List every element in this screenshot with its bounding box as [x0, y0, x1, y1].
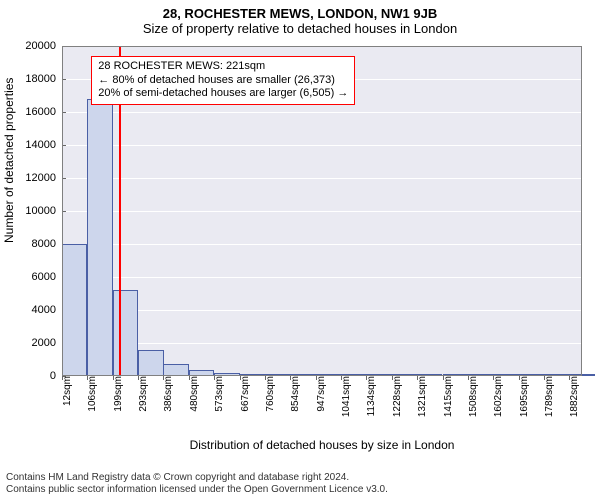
histogram-bar — [138, 350, 163, 376]
x-tick-label: 1789sqm — [540, 376, 555, 417]
gridline — [62, 145, 582, 146]
x-tick-label: 1321sqm — [413, 376, 428, 417]
x-tick-label: 106sqm — [83, 376, 98, 412]
y-axis-label: Number of detached properties — [2, 78, 16, 243]
annotation-line-2: ← 80% of detached houses are smaller (26… — [98, 74, 348, 88]
x-tick-label: 1134sqm — [362, 376, 377, 416]
footer-line-2: Contains public sector information licen… — [6, 484, 388, 496]
plot-area: 0200040006000800010000120001400016000180… — [62, 46, 582, 376]
y-tick-label: 6000 — [32, 271, 62, 283]
histogram-bar — [113, 290, 138, 376]
gridline — [62, 112, 582, 113]
gridline — [62, 244, 582, 245]
x-tick-label: 12sqm — [58, 376, 73, 406]
x-tick-label: 667sqm — [236, 376, 251, 412]
gridline — [62, 211, 582, 212]
annotation-line-3: 20% of semi-detached houses are larger (… — [98, 87, 348, 101]
chart-subtitle: Size of property relative to detached ho… — [0, 21, 600, 40]
x-tick-label: 947sqm — [312, 376, 327, 412]
chart-title: 28, ROCHESTER MEWS, LONDON, NW1 9JB — [0, 0, 600, 21]
chart-container: Number of detached properties 0200040006… — [0, 40, 600, 460]
y-tick-label: 20000 — [25, 40, 62, 52]
x-tick-label: 1228sqm — [388, 376, 403, 417]
x-tick-label: 760sqm — [261, 376, 276, 412]
x-tick-label: 1602sqm — [489, 376, 504, 417]
x-tick-label: 1882sqm — [565, 376, 580, 417]
histogram-bar — [62, 244, 87, 376]
footer-attribution: Contains HM Land Registry data © Crown c… — [6, 472, 388, 496]
x-tick-label: 480sqm — [185, 376, 200, 412]
y-tick-label: 10000 — [25, 205, 62, 217]
y-tick-label: 4000 — [32, 304, 62, 316]
y-tick-label: 2000 — [32, 337, 62, 349]
footer-line-1: Contains HM Land Registry data © Crown c… — [6, 472, 388, 484]
x-tick-label: 386sqm — [159, 376, 174, 412]
x-tick-label: 1041sqm — [337, 376, 352, 417]
y-tick-label: 14000 — [25, 139, 62, 151]
x-tick-label: 854sqm — [286, 376, 301, 412]
x-tick-label: 1695sqm — [515, 376, 530, 417]
annotation-box: 28 ROCHESTER MEWS: 221sqm← 80% of detach… — [91, 56, 355, 105]
histogram-bar — [163, 364, 188, 376]
x-tick-label: 1508sqm — [464, 376, 479, 417]
gridline — [62, 277, 582, 278]
gridline — [62, 178, 582, 179]
x-tick-label: 1415sqm — [439, 376, 454, 417]
gridline — [62, 310, 582, 311]
y-tick-label: 18000 — [25, 73, 62, 85]
x-tick-label: 573sqm — [210, 376, 225, 412]
x-tick-label: 199sqm — [109, 376, 124, 412]
y-tick-label: 16000 — [25, 106, 62, 118]
y-tick-label: 12000 — [25, 172, 62, 184]
gridline — [62, 343, 582, 344]
x-axis-label: Distribution of detached houses by size … — [62, 438, 582, 452]
histogram-bar — [87, 99, 112, 376]
x-tick-label: 293sqm — [134, 376, 149, 412]
y-tick-label: 8000 — [32, 238, 62, 250]
annotation-line-1: 28 ROCHESTER MEWS: 221sqm — [98, 60, 348, 74]
gridline — [62, 46, 582, 47]
